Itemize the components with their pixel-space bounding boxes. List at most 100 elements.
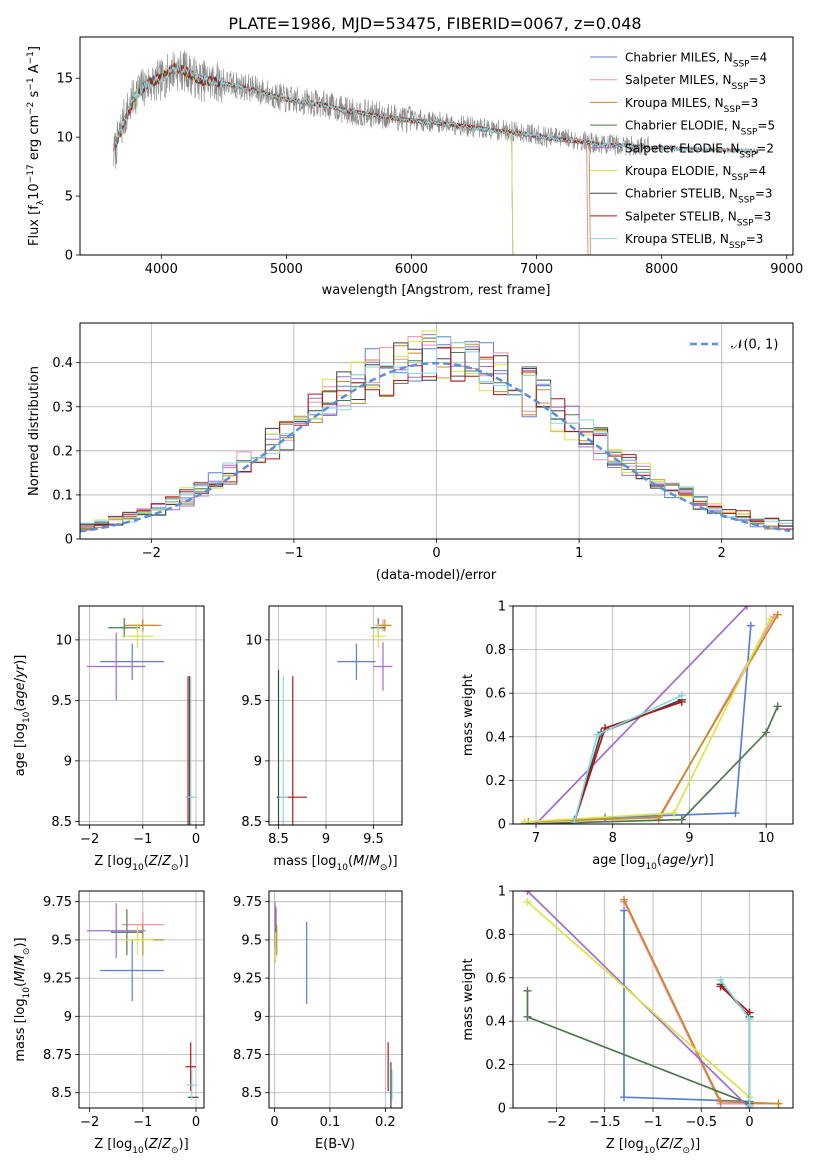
- figure-title: PLATE=1986, MJD=53475, FIBERID=0067, z=0…: [228, 14, 641, 33]
- legend-label-tail: =3: [748, 73, 766, 87]
- weight-marker-kroupa_stelib: [570, 817, 579, 824]
- x-tick-label: 10: [758, 831, 775, 846]
- axes-frame: [512, 890, 794, 1109]
- legend-label-kroupa_stelib: Kroupa STELIB, NSSP=3: [625, 232, 763, 251]
- x-axis-label: mass [log10(M/M⊙)]: [273, 854, 397, 873]
- legend-label-base: Kroupa STELIB, N: [625, 232, 729, 246]
- y-tick-label: 9.75: [233, 895, 262, 910]
- plot-area: [520, 606, 782, 824]
- y-tick-label: 0: [65, 249, 73, 264]
- x-tick-label: 1: [575, 546, 583, 561]
- legend-label-tail: =2: [756, 141, 774, 155]
- label-part: −2: [26, 102, 36, 115]
- label-part: (: [13, 982, 28, 987]
- y-tick-label: 9.5: [241, 933, 262, 948]
- legend-label-base: Salpeter ELODIE, N: [625, 141, 739, 155]
- y-tick-label: 8.5: [51, 1086, 72, 1101]
- label-part: M: [369, 854, 380, 869]
- weight-line-chabrier_elodie: [524, 705, 779, 824]
- y-tick-label: 0: [498, 1102, 506, 1117]
- weight-marker-kroupa_stelib: [677, 691, 686, 700]
- label-part: (: [348, 854, 353, 869]
- y-tick-label: 9.25: [43, 972, 72, 987]
- label-part: 10: [337, 863, 349, 873]
- x-tick-label: 4000: [145, 262, 178, 277]
- weight-marker-chabrier_elodie: [677, 815, 686, 824]
- label-part: Z [log: [94, 854, 132, 869]
- legend-label-sub: SSP: [739, 150, 756, 160]
- weight-marker-kroupa_miles: [773, 610, 782, 619]
- model-line-salpeter_miles: [113, 62, 589, 255]
- label-part: 10: [644, 1146, 656, 1156]
- label-part: (: [655, 1137, 660, 1152]
- y-tick-label: 0.8: [485, 643, 506, 658]
- axes-z_weight: −2 −1.5 −1 −0.5 000.20.40.60.81Z [log10(Z/Z⊙…: [461, 885, 794, 1156]
- label-part: age [log: [13, 723, 28, 776]
- label-part: yr: [690, 853, 706, 868]
- label-part: s: [27, 90, 42, 101]
- normal-density-line: [80, 361, 791, 533]
- label-part: −17: [26, 164, 36, 183]
- x-tick-label: 7: [532, 831, 540, 846]
- y-axis-label: mass [log10(M/M⊙)]: [13, 937, 32, 1061]
- legend-label-chabrier_elodie: Chabrier ELODIE, NSSP=5: [625, 119, 775, 138]
- label-part: Z [log: [94, 1137, 132, 1152]
- legend-label-base: Salpeter MILES, N: [625, 73, 732, 87]
- label-part: /: [686, 853, 691, 868]
- weight-marker-kroupa_elodie: [670, 809, 679, 818]
- legend-label-base: Chabrier ELODIE, N: [625, 119, 741, 133]
- label-part: Z: [148, 854, 159, 869]
- label-part: M: [13, 955, 28, 966]
- legend-label-sub: SSP: [724, 105, 741, 115]
- label-part: /: [669, 1137, 674, 1152]
- model-line-kroupa_miles: [113, 62, 591, 255]
- y-tick-label: 9.5: [51, 694, 72, 709]
- y-tick-label: 1: [498, 885, 506, 900]
- weight-marker-kroupa_elodie: [523, 897, 532, 906]
- label-part: Z: [161, 854, 172, 869]
- label-part: /: [13, 677, 28, 682]
- axes-spectrum: 4000 5000 6000 7000 8000 9000 0 5 10 15 Chabrier M…: [26, 36, 803, 298]
- y-tick-label: 8.75: [43, 1048, 72, 1063]
- y-tick-label: 0.6: [485, 687, 506, 702]
- legend-label-tail: =3: [746, 232, 764, 246]
- x-tick-label: −1: [133, 1115, 152, 1130]
- y-axis-label: mass weight: [461, 958, 476, 1040]
- x-tick-label: 9.5: [363, 832, 384, 847]
- x-tick-label: −2: [80, 832, 99, 847]
- weight-marker-kroupa_stelib: [593, 730, 602, 739]
- y-tick-label: 0.2: [485, 1058, 506, 1073]
- legend-label-sub: SSP: [738, 196, 755, 206]
- weight-line-kroupa_miles: [528, 614, 779, 823]
- axes-frame: [512, 605, 794, 825]
- x-tick-label: 8.5: [268, 832, 289, 847]
- legend-label-base: Salpeter STELIB, N: [625, 209, 737, 223]
- legend-label-salpeter_stelib: Salpeter STELIB, NSSP=3: [625, 209, 771, 228]
- x-tick-label: 0: [432, 546, 440, 561]
- weight-marker-kroupa_miles: [774, 1099, 783, 1108]
- legend-label-kroupa_miles: Kroupa MILES, NSSP=3: [625, 96, 758, 115]
- x-axis-label: Z [log10(Z/Z⊙)]: [94, 1137, 188, 1156]
- x-tick-label: 2: [718, 546, 726, 561]
- label-part: ]: [27, 46, 42, 51]
- label-part: ⊙: [171, 863, 179, 873]
- label-part: age: [13, 682, 28, 706]
- x-axis-label: Z [log10(Z/Z⊙)]: [606, 1137, 700, 1156]
- label-part: )]: [179, 1137, 189, 1152]
- label-part: )]: [387, 854, 397, 869]
- label-part: 10: [132, 863, 144, 873]
- x-tick-label: 9000: [770, 262, 803, 277]
- label-part: /: [158, 854, 163, 869]
- weight-marker-kroupa_miles: [620, 895, 629, 904]
- legend-label-sub: SSP: [732, 173, 749, 183]
- legend-label-base: Kroupa ELODIE, N: [625, 164, 732, 178]
- axes-frame: [268, 605, 403, 826]
- label-part: /: [13, 966, 28, 971]
- legend-label-tail: =5: [757, 119, 775, 133]
- label-part: mass [log: [273, 854, 336, 869]
- legend-label-sub: SSP: [733, 60, 750, 70]
- label-part: Z: [673, 1137, 684, 1152]
- x-tick-label: −1: [133, 832, 152, 847]
